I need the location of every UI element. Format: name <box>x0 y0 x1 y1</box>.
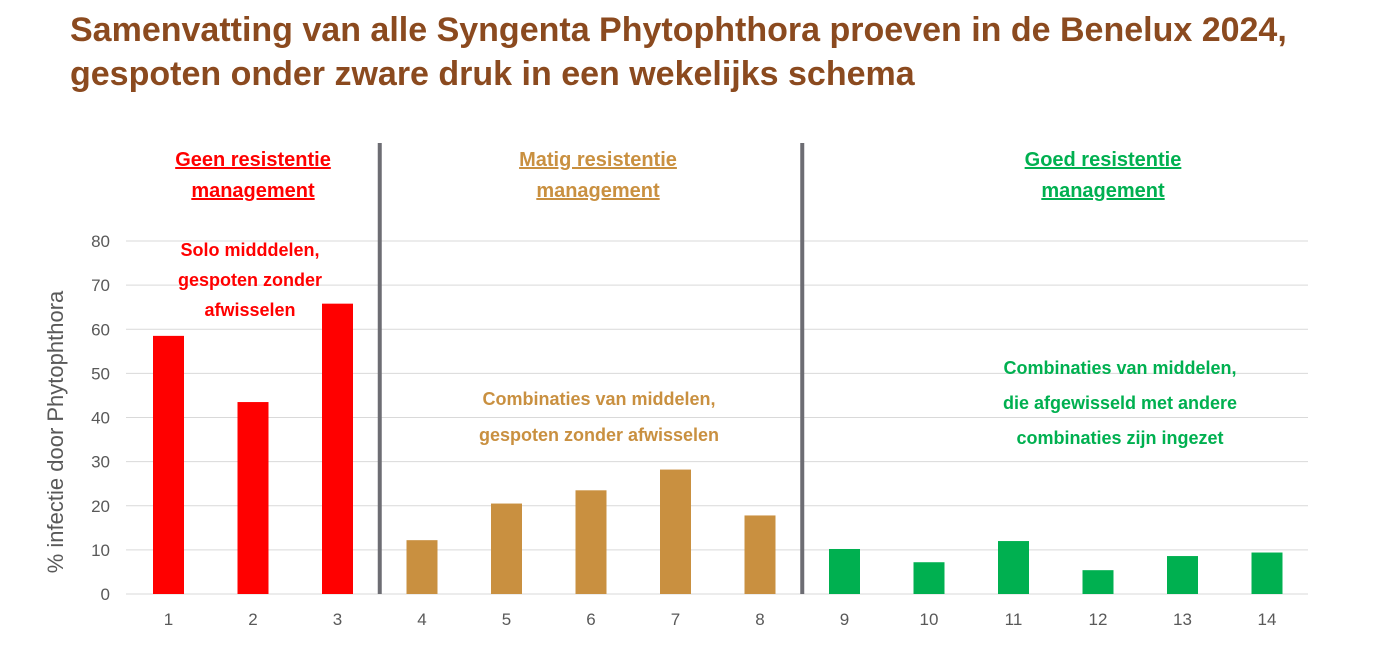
bar-2 <box>237 402 269 594</box>
gridlines <box>126 240 1308 595</box>
section-heading-line: management <box>1041 180 1165 202</box>
bar-13 <box>1167 556 1198 594</box>
y-tick-label: 20 <box>91 497 110 516</box>
section-heading-line: management <box>536 180 660 202</box>
y-axis-ticks: 0 10 20 30 40 50 60 70 80 <box>91 232 110 604</box>
bar-12 <box>1082 570 1114 594</box>
section-note-line: combinaties zijn ingezet <box>1016 428 1223 448</box>
x-tick-label: 14 <box>1258 610 1277 629</box>
bar-4 <box>406 540 438 594</box>
section-2: Matig resistentie management Combinaties v… <box>479 149 719 445</box>
x-tick-label: 5 <box>502 610 511 629</box>
section-note-line: die afgewisseld met andere <box>1003 393 1237 413</box>
bar-5 <box>491 503 522 594</box>
section-1: Geen resistentie management Solo midddelen… <box>175 149 331 320</box>
x-tick-label: 11 <box>1005 610 1023 629</box>
section-note-line: Combinaties van middelen, <box>1003 358 1236 378</box>
x-tick-label: 9 <box>840 610 849 629</box>
chart-title-line-1: Samenvatting van alle Syngenta Phytophth… <box>70 11 1287 49</box>
y-tick-label: 30 <box>91 453 110 472</box>
section-heading-line: Goed resistentie <box>1025 149 1182 171</box>
section-heading-line: management <box>191 180 315 202</box>
section-note-line: Solo midddelen, <box>180 240 319 260</box>
section-note-line: gespoten zonder <box>178 270 322 290</box>
x-tick-label: 12 <box>1089 610 1108 629</box>
x-tick-label: 13 <box>1173 610 1192 629</box>
section-separators <box>377 143 805 594</box>
y-tick-label: 70 <box>91 276 110 295</box>
section-note-line: Combinaties van middelen, <box>482 389 715 409</box>
bars <box>153 303 1283 594</box>
bar-7 <box>660 469 691 594</box>
bar-10 <box>913 562 945 594</box>
bar-11 <box>998 541 1029 594</box>
x-tick-label: 10 <box>920 610 939 629</box>
x-tick-label: 2 <box>248 610 257 629</box>
bar-9 <box>829 548 860 594</box>
y-tick-label: 0 <box>101 585 110 604</box>
y-axis-label: % infectie door Phytophthora <box>43 290 68 573</box>
y-tick-label: 80 <box>91 232 110 251</box>
x-tick-label: 3 <box>333 610 342 629</box>
y-tick-label: 10 <box>91 541 110 560</box>
chart-title: Samenvatting van alle Syngenta Phytophth… <box>70 8 1380 96</box>
section-note-line: gespoten zonder afwisselen <box>479 425 719 445</box>
x-tick-label: 8 <box>755 610 764 629</box>
section-note-line: afwisselen <box>204 300 295 320</box>
section-annotations: Geen resistentie management Solo midddelen… <box>175 149 1237 448</box>
x-axis-ticks: 1 2 3 4 5 6 7 8 9 10 11 12 13 14 <box>164 610 1277 629</box>
x-tick-label: 7 <box>671 610 680 629</box>
bar-6 <box>575 490 607 594</box>
bar-14 <box>1251 552 1283 594</box>
y-tick-label: 40 <box>91 409 110 428</box>
x-tick-label: 6 <box>586 610 595 629</box>
bar-3 <box>322 303 353 594</box>
y-tick-label: 60 <box>91 320 110 339</box>
section-heading-line: Matig resistentie <box>519 149 677 171</box>
x-tick-label: 1 <box>164 610 173 629</box>
section-heading-line: Geen resistentie <box>175 149 331 171</box>
bar-1 <box>153 335 184 594</box>
y-tick-label: 50 <box>91 364 110 383</box>
chart-title-line-2: gespoten onder zware druk in een wekelij… <box>70 55 915 93</box>
bar-8 <box>744 515 776 594</box>
x-tick-label: 4 <box>417 610 426 629</box>
section-3: Goed resistentie management Combinaties va… <box>1003 149 1237 448</box>
